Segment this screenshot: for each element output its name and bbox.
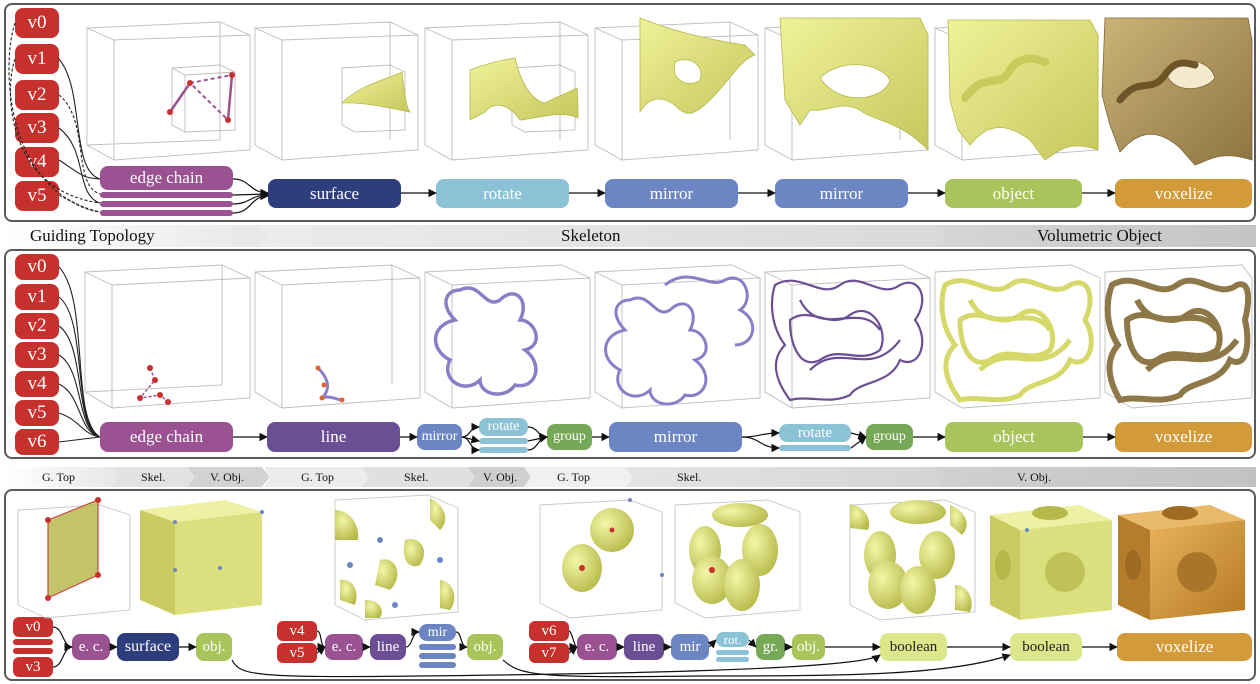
row1-input-v5: v5 [15,181,59,211]
row2-node-line: line [267,422,400,452]
row3-node-c-rot: rot. [716,632,749,647]
stage-small-b-gtop: G. Top [301,470,334,484]
row2-node-mirror-small: mirror [417,424,462,450]
row3-node-b-line: line [370,634,406,660]
row3-node-voxelize: voxelize [1117,633,1252,661]
row1-input-v1: v1 [15,44,59,74]
row3-b-mir-bar-1 [419,644,456,650]
row1-edge-chain-bar-1 [100,192,233,198]
row1-node-voxelize: voxelize [1115,179,1252,208]
stage-small-b-skel: Skel. [404,470,429,484]
stage-bar-small-b-vobj [468,467,534,487]
row2-rotate-bar-2 [479,447,528,453]
row3-node-c-line: line [624,634,664,660]
row1-input-v3: v3 [15,113,59,143]
row2-node-group-2: group [866,424,913,450]
row2-node-group-1: group [547,424,592,450]
row2-input-v5: v5 [15,400,59,426]
row3-node-c-ec: e. c. [577,634,617,660]
row3-node-b-obj: obj. [467,634,503,660]
row2-node-mirror: mirror [609,422,742,452]
stage-bar-small-b-skel [362,467,477,487]
row1-edge-chain-bar-3 [100,210,233,216]
stage-bar-small-c-vobj [935,467,1256,487]
row3-input-v7: v7 [529,643,569,663]
stage-label-guiding: Guiding Topology [30,226,155,245]
row1-node-surface: surface [268,179,401,208]
row3-node-a-ec: e. c. [72,634,110,660]
row2-input-v1: v1 [15,284,59,310]
row3-input-v0: v0 [13,617,53,637]
row2-rotate-bar-3 [779,445,851,451]
row1-input-v4: v4 [15,147,59,177]
stage-label-volumetric: Volumetric Object [1037,226,1162,245]
stage-bar-small-b-gtop [264,467,372,487]
stage-small-b-vobj: V. Obj. [483,470,518,484]
row2-input-v4: v4 [15,371,59,397]
stage-bar-small-c-gtop [524,467,636,487]
stage-small-a-skel: Skel. [141,470,166,484]
stage-small-c-skel: Skel. [677,470,702,484]
row2-node-rotate: rotate [779,424,851,442]
row1-node-mirror-2: mirror [775,179,908,208]
row3-node-b-mir: mir [419,624,456,641]
stage-bar-skeleton [258,225,948,247]
row2-input-v0: v0 [15,254,59,280]
row3-node-b-ec: e. c. [325,634,363,660]
stage-small-a-vobj: V. Obj. [210,470,245,484]
stage-label-skeleton: Skeleton [561,226,621,245]
row2-input-v6: v6 [15,429,59,455]
row3-c-rot-bar-2 [716,657,749,662]
row3-node-boolean-1: boolean [880,633,947,661]
row2-input-v2: v2 [15,313,59,339]
row1-edge-chain-bar-2 [100,201,233,207]
row2-node-edge-chain: edge chain [100,422,233,452]
row3-b-mir-bar-3 [419,662,456,668]
row2-input-v3: v3 [15,342,59,368]
row2-node-voxelize: voxelize [1115,422,1252,452]
row3-c-rot-bar-1 [716,650,749,655]
row3-input-v6: v6 [529,621,569,641]
stage-small-c-vobj: V. Obj. [1017,470,1052,484]
row1-node-mirror-1: mirror [605,179,738,208]
stage-bar-small-c-skel [626,467,946,487]
stage-bar-guiding [4,225,269,247]
stage-bar-small-a-skel [112,467,197,487]
row3-b-mir-bar-2 [419,653,456,659]
stage-bar-small-a-vobj [188,467,270,487]
row3-input-bar-1 [13,639,53,645]
row3-node-a-obj: obj. [196,633,232,661]
row3-input-v5: v5 [277,643,317,663]
stage-bar-volumetric [933,225,1256,247]
row2-rotate-bar-1 [479,438,528,444]
row1-node-rotate: rotate [436,179,569,208]
stage-small-a-gtop: G. Top [42,470,75,484]
row3-node-c-gr: gr. [756,634,785,660]
row3-input-v3: v3 [13,657,53,677]
row2-node-object: object [945,422,1083,452]
row1-node-edge-chain: edge chain [100,166,233,190]
row3-input-v4: v4 [277,621,317,641]
row1-node-object: object [945,179,1082,208]
row2-node-rotate-small: rotate [479,418,528,436]
row1-input-v2: v2 [15,80,59,110]
row3-node-a-surface: surface [117,633,179,661]
row3-node-c-obj: obj. [792,634,825,660]
stage-bar-small-a-gtop [4,467,122,487]
row3-node-c-mir: mir [671,634,709,660]
row3-node-boolean-2: boolean [1010,633,1082,661]
row1-input-v0: v0 [15,8,59,38]
row3-input-bar-2 [13,648,53,654]
stage-small-c-gtop: G. Top [557,470,590,484]
